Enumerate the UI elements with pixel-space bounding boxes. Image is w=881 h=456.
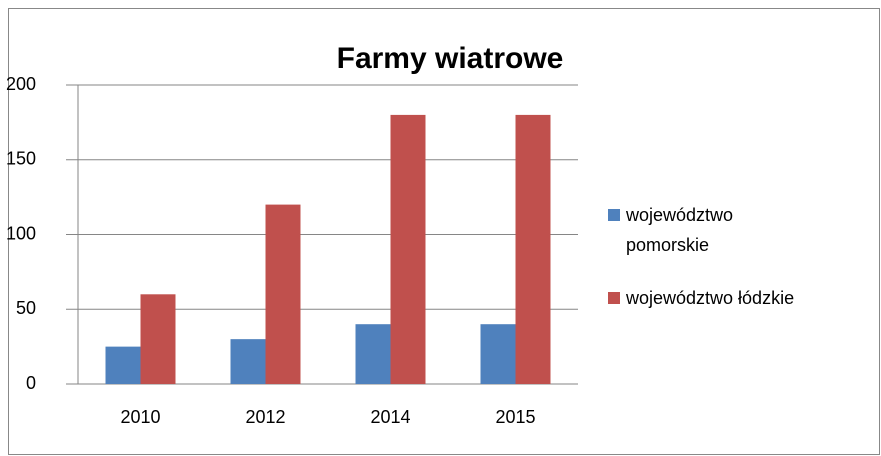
bar [265, 204, 301, 384]
legend-label: województwo łódzkie [626, 288, 795, 308]
legend-item: województwo łódzkie [608, 283, 868, 313]
y-tick-label: 50 [16, 298, 36, 318]
legend-swatch [608, 209, 620, 221]
legend-label: województwo pomorskie [626, 205, 734, 255]
y-tick-label: 100 [6, 223, 36, 243]
bar [480, 324, 516, 384]
bar [515, 114, 551, 385]
bar [390, 114, 426, 385]
y-tick-label: 150 [6, 149, 36, 169]
bar [355, 324, 391, 384]
legend-swatch [608, 292, 620, 304]
bar [140, 294, 176, 384]
bar [105, 346, 141, 384]
y-tick-label: 0 [26, 373, 36, 393]
x-tick-label: 2014 [370, 407, 410, 427]
y-tick-label: 200 [6, 74, 36, 94]
chart-border [8, 8, 880, 455]
x-tick-label: 2012 [245, 407, 285, 427]
bar [230, 339, 266, 384]
x-tick-label: 2010 [120, 407, 160, 427]
legend-item: województwo pomorskie [608, 200, 748, 260]
x-tick-label: 2015 [495, 407, 535, 427]
chart-title: Farmy wiatrowe [337, 42, 564, 75]
